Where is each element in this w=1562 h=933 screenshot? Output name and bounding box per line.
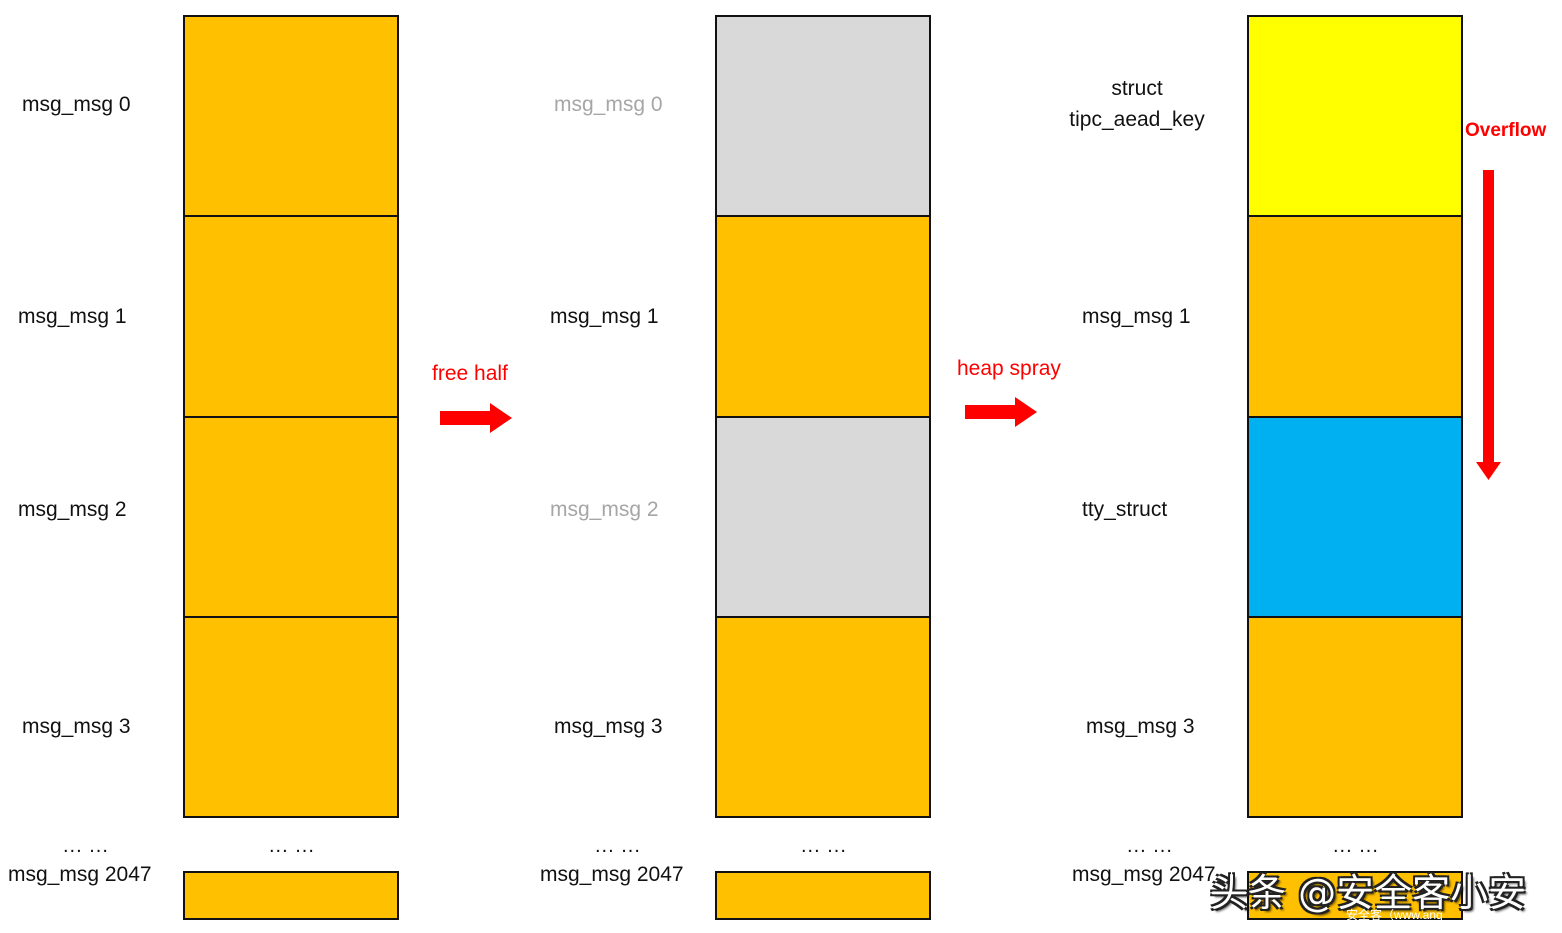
block-msg-msg-3 [715, 616, 931, 818]
ellipsis-label: ... ... [63, 835, 109, 857]
block-msg-msg-2047 [1247, 871, 1463, 920]
ellipsis-block: ... ... [801, 835, 847, 857]
label-msg-msg-1: msg_msg 1 [550, 305, 659, 328]
label-msg-msg-0: msg_msg 0 [22, 93, 131, 116]
down-arrow-icon [1476, 170, 1501, 480]
block-tipc-aead-key [1247, 15, 1463, 217]
label-msg-msg-3: msg_msg 3 [1086, 715, 1195, 738]
ellipsis-block: ... ... [1333, 835, 1379, 857]
label-tipc-aead-key: tipc_aead_key [1069, 108, 1205, 131]
block-msg-msg-1 [715, 215, 931, 418]
block-msg-msg-3 [1247, 616, 1463, 818]
label-msg-msg-1: msg_msg 1 [1082, 305, 1191, 328]
right-arrow-icon [440, 403, 512, 433]
ellipsis-block: ... ... [269, 835, 315, 857]
label-msg-msg-3: msg_msg 3 [554, 715, 663, 738]
label-msg-msg-3: msg_msg 3 [22, 715, 131, 738]
label-tty-struct: tty_struct [1082, 498, 1168, 521]
right-arrow-icon [965, 397, 1037, 427]
free-half-label: free half [432, 362, 508, 385]
label-msg-msg-2: msg_msg 2 [18, 498, 127, 521]
watermark: 头条 @安全客小安 [1210, 871, 1527, 915]
block-msg-msg-2 [183, 416, 399, 618]
block-msg-msg-2047 [715, 871, 931, 920]
label-struct: struct [1111, 77, 1163, 100]
label-msg-msg-1: msg_msg 1 [18, 305, 127, 328]
label-msg-msg-2047: msg_msg 2047 [8, 863, 152, 886]
block-msg-msg-1 [1247, 215, 1463, 418]
block-msg-msg-1 [183, 215, 399, 418]
label-msg-msg-2047: msg_msg 2047 [540, 863, 684, 886]
overflow-label: Overflow [1465, 120, 1547, 141]
ellipsis-label: ... ... [1127, 835, 1173, 857]
label-msg-msg-0-freed: msg_msg 0 [554, 93, 663, 116]
block-freed-0 [715, 15, 931, 217]
block-tty-struct [1247, 416, 1463, 618]
label-msg-msg-2047: msg_msg 2047 [1072, 863, 1216, 886]
watermark-sub: 安全客（www.anq [1346, 908, 1443, 922]
label-msg-msg-2-freed: msg_msg 2 [550, 498, 659, 521]
ellipsis-label: ... ... [595, 835, 641, 857]
block-msg-msg-0 [183, 15, 399, 217]
block-msg-msg-2047 [183, 871, 399, 920]
block-msg-msg-3 [183, 616, 399, 818]
block-freed-2 [715, 416, 931, 618]
heap-spray-label: heap spray [957, 357, 1061, 380]
